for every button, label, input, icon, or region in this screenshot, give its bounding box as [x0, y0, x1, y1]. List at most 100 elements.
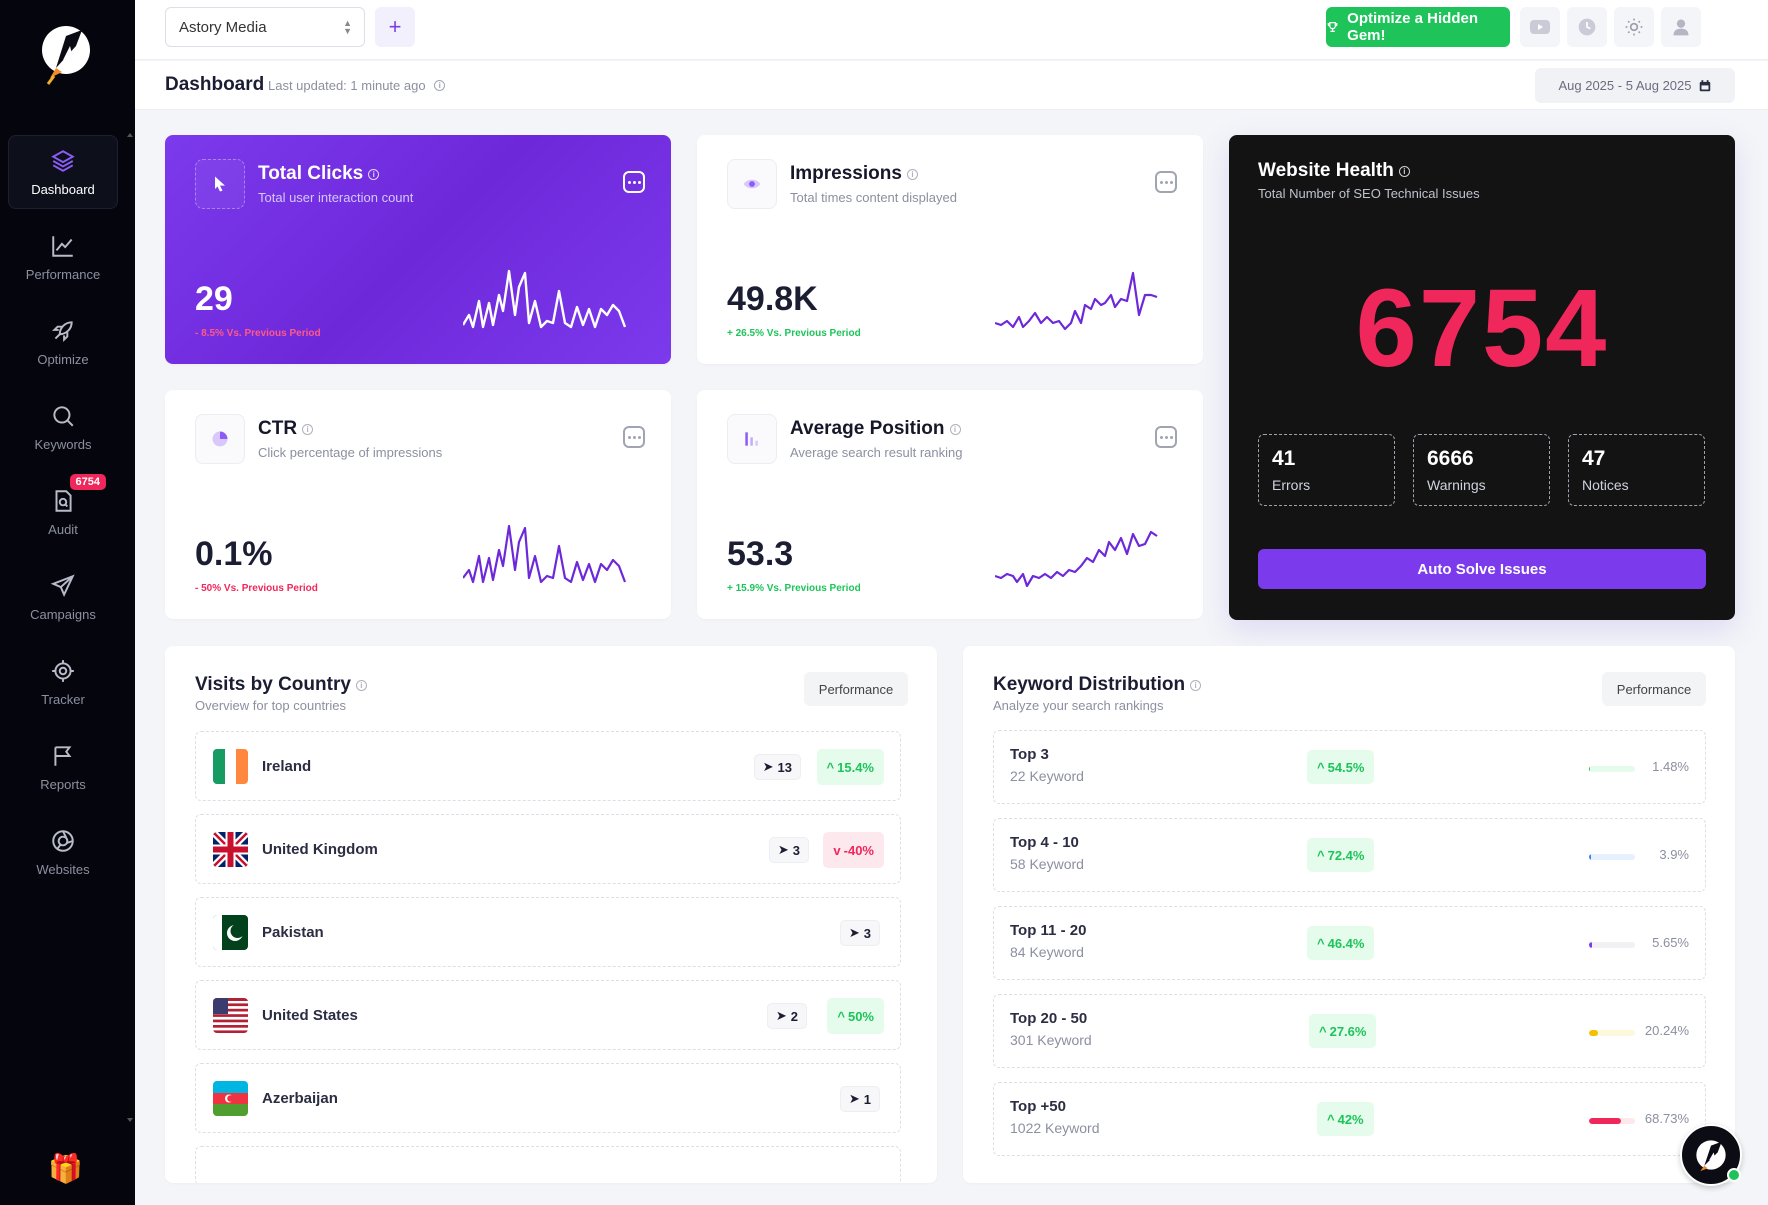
cursor-icon	[195, 159, 245, 209]
keyword-range: Top 4 - 10	[1010, 834, 1079, 851]
optimize-gem-label: Optimize a Hidden Gem!	[1347, 10, 1479, 44]
metric-subtitle: Total times content displayed	[790, 190, 957, 205]
calendar-icon	[1699, 79, 1710, 91]
video-button[interactable]	[1520, 7, 1560, 47]
metric-change: + 26.5% Vs. Previous Period	[727, 328, 861, 339]
sidebar-item-websites[interactable]: Websites	[8, 815, 118, 889]
sidebar-item-performance[interactable]: Performance	[8, 220, 118, 294]
keyword-percent: 1.48%	[1652, 759, 1689, 774]
country-row-pakistan[interactable]: Pakistan ➤ 3	[195, 897, 901, 967]
rocket-icon	[51, 320, 73, 342]
metric-title: Total Clicks i	[258, 163, 380, 185]
cursor-icon: ➤	[848, 1091, 860, 1106]
app-logo[interactable]	[36, 16, 96, 92]
sidebar-scroll-up[interactable]	[127, 133, 133, 137]
notices-count: 47	[1582, 447, 1606, 470]
flag-icon	[54, 745, 72, 766]
sidebar-item-label: Reports	[40, 776, 86, 792]
performance-tag-button[interactable]: Performance	[804, 672, 908, 706]
errors-box[interactable]: 41 Errors	[1258, 434, 1395, 506]
assistant-button[interactable]	[1680, 1124, 1742, 1186]
card-menu-button[interactable]	[1155, 426, 1177, 448]
sidebar-item-tracker[interactable]: Tracker	[8, 645, 118, 719]
info-icon[interactable]: i	[355, 680, 367, 691]
card-menu-button[interactable]	[623, 171, 645, 193]
warnings-count: 6666	[1427, 447, 1474, 470]
keyword-row[interactable]: Top 4 - 10 58 Keyword ^ 72.4% 3.9%	[993, 818, 1706, 892]
keyword-range: Top 3	[1010, 746, 1049, 763]
country-row-united-kingdom[interactable]: United Kingdom ➤ 3 v -40%	[195, 814, 901, 884]
info-icon[interactable]: i	[1190, 680, 1202, 691]
rocket-logo-icon	[1696, 1140, 1726, 1171]
sun-icon	[1625, 18, 1643, 36]
page-title: Dashboard	[165, 74, 265, 95]
trend-value: -40%	[843, 842, 874, 858]
sidebar-item-reports[interactable]: Reports	[8, 730, 118, 804]
add-site-button[interactable]: +	[375, 7, 415, 47]
metric-subtitle: Average search result ranking	[790, 445, 963, 460]
flag-ireland-icon	[213, 749, 248, 784]
sidebar-item-campaigns[interactable]: Campaigns	[8, 560, 118, 634]
trend-pill: ^ 15.4%	[816, 749, 884, 785]
sidebar-item-optimize[interactable]: Optimize	[8, 305, 118, 379]
panel-subtitle: Overview for top countries	[195, 698, 347, 713]
sidebar-item-keywords[interactable]: Keywords	[8, 390, 118, 464]
country-row-united-states[interactable]: United States ➤ 2 ^ 50%	[195, 980, 901, 1050]
eye-icon	[727, 159, 777, 209]
info-icon[interactable]: i	[949, 424, 961, 435]
info-icon[interactable]: i	[434, 80, 446, 91]
keyword-progress-bar	[1589, 766, 1635, 772]
keyword-row[interactable]: Top 20 - 50 301 Keyword ^ 27.6% 20.24%	[993, 994, 1706, 1068]
theme-toggle-button[interactable]	[1614, 7, 1654, 47]
info-icon[interactable]: i	[302, 424, 314, 435]
optimize-gem-button[interactable]: Optimize a Hidden Gem!	[1326, 7, 1510, 47]
keyword-row[interactable]: Top +50 1022 Keyword ^ 42% 68.73%	[993, 1082, 1706, 1156]
panel-title: Keyword Distribution i	[993, 674, 1202, 696]
sidebar-scroll-down[interactable]	[127, 1118, 133, 1122]
info-icon[interactable]: i	[906, 169, 918, 180]
metric-subtitle: Total user interaction count	[258, 190, 414, 205]
trend-pill: ^ 50%	[827, 998, 884, 1034]
ctr-sparkline	[463, 524, 627, 584]
notices-box[interactable]: 47 Notices	[1568, 434, 1705, 506]
sidebar-item-label: Audit	[48, 521, 78, 537]
clicks-pill: ➤ 1	[839, 1086, 880, 1112]
country-row-azerbaijan[interactable]: Azerbaijan ➤ 1	[195, 1063, 901, 1133]
keyword-progress-fill	[1589, 766, 1591, 772]
clicks-pill: ➤ 3	[768, 837, 809, 863]
sidebar-item-label: Campaigns	[30, 606, 96, 622]
keyword-row[interactable]: Top 3 22 Keyword ^ 54.5% 1.48%	[993, 730, 1706, 804]
card-menu-button[interactable]	[1155, 171, 1177, 193]
country-row-partial[interactable]	[195, 1146, 901, 1183]
gift-icon[interactable]: 🎁	[48, 1153, 83, 1184]
cursor-icon: ➤	[777, 842, 789, 857]
info-icon[interactable]: i	[368, 169, 380, 180]
metric-subtitle: Click percentage of impressions	[258, 445, 443, 460]
health-title: Website Health i	[1258, 160, 1410, 182]
keyword-distribution-panel: Keyword Distribution i Analyze your searc…	[963, 646, 1735, 1183]
chevron-up-icon: ^	[1317, 759, 1325, 775]
metric-value: 49.8K	[727, 280, 818, 318]
keyword-row[interactable]: Top 11 - 20 84 Keyword ^ 46.4% 5.65%	[993, 906, 1706, 980]
warnings-box[interactable]: 6666 Warnings	[1413, 434, 1550, 506]
performance-tag-button[interactable]: Performance	[1602, 672, 1706, 706]
date-range-text: Aug 2025 - 5 Aug 2025	[1558, 78, 1692, 93]
country-row-ireland[interactable]: Ireland ➤ 13 ^ 15.4%	[195, 731, 901, 801]
user-menu-button[interactable]	[1661, 7, 1701, 47]
clicks-count: 3	[792, 842, 800, 858]
keyword-progress-bar	[1589, 854, 1635, 860]
history-button[interactable]	[1567, 7, 1607, 47]
sidebar-item-audit[interactable]: 6754 Audit	[8, 474, 118, 549]
sidebar-item-dashboard[interactable]: Dashboard	[8, 135, 118, 209]
card-menu-button[interactable]	[623, 426, 645, 448]
info-icon[interactable]: i	[1398, 166, 1410, 177]
visits-by-country-panel: Visits by Country i Overview for top coun…	[165, 646, 937, 1183]
site-select[interactable]: Astory Media ▲ ▼	[165, 7, 365, 47]
flag-azerbaijan-icon	[213, 1081, 248, 1116]
trend-pill: v -40%	[823, 832, 884, 868]
auto-solve-button[interactable]: Auto Solve Issues	[1258, 549, 1706, 589]
sidebar-item-label: Keywords	[34, 436, 92, 452]
date-range-picker[interactable]: Aug 2025 - 5 Aug 2025	[1535, 68, 1735, 103]
keyword-trend-value: 54.5%	[1327, 759, 1365, 775]
keyword-progress-bar	[1589, 942, 1635, 948]
